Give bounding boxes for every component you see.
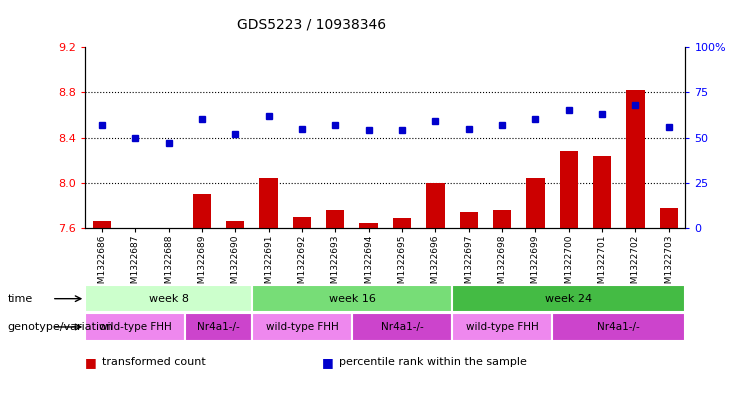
Bar xyxy=(85,285,252,312)
Bar xyxy=(326,210,345,228)
Text: ■: ■ xyxy=(85,356,97,369)
Text: Nr4a1-/-: Nr4a1-/- xyxy=(597,322,640,332)
Text: wild-type FHH: wild-type FHH xyxy=(465,322,539,332)
Bar xyxy=(393,218,411,228)
Text: Nr4a1-/-: Nr4a1-/- xyxy=(197,322,240,332)
Bar xyxy=(452,313,552,341)
Text: week 24: week 24 xyxy=(545,294,592,304)
Bar xyxy=(193,194,211,228)
Bar xyxy=(252,313,352,341)
Text: wild-type FHH: wild-type FHH xyxy=(99,322,172,332)
Bar xyxy=(426,183,445,228)
Text: GDS5223 / 10938346: GDS5223 / 10938346 xyxy=(236,18,386,32)
Bar xyxy=(293,217,311,228)
Text: percentile rank within the sample: percentile rank within the sample xyxy=(339,357,527,367)
Text: wild-type FHH: wild-type FHH xyxy=(265,322,339,332)
Bar xyxy=(626,90,645,228)
Bar xyxy=(352,313,452,341)
Bar xyxy=(459,212,478,228)
Bar xyxy=(493,210,511,228)
Bar xyxy=(259,178,278,228)
Bar xyxy=(226,221,245,228)
Bar xyxy=(85,313,185,341)
Bar xyxy=(526,178,545,228)
Text: transformed count: transformed count xyxy=(102,357,205,367)
Text: week 16: week 16 xyxy=(328,294,376,304)
Bar xyxy=(659,208,678,228)
Bar xyxy=(452,285,685,312)
Bar xyxy=(359,224,378,228)
Bar xyxy=(559,151,578,228)
Bar xyxy=(93,221,111,228)
Text: genotype/variation: genotype/variation xyxy=(7,322,113,332)
Bar xyxy=(252,285,452,312)
Text: week 8: week 8 xyxy=(149,294,188,304)
Text: time: time xyxy=(7,294,33,304)
Bar xyxy=(593,156,611,228)
Bar xyxy=(185,313,252,341)
Bar xyxy=(552,313,685,341)
Text: Nr4a1-/-: Nr4a1-/- xyxy=(381,322,423,332)
Text: ■: ■ xyxy=(322,356,334,369)
